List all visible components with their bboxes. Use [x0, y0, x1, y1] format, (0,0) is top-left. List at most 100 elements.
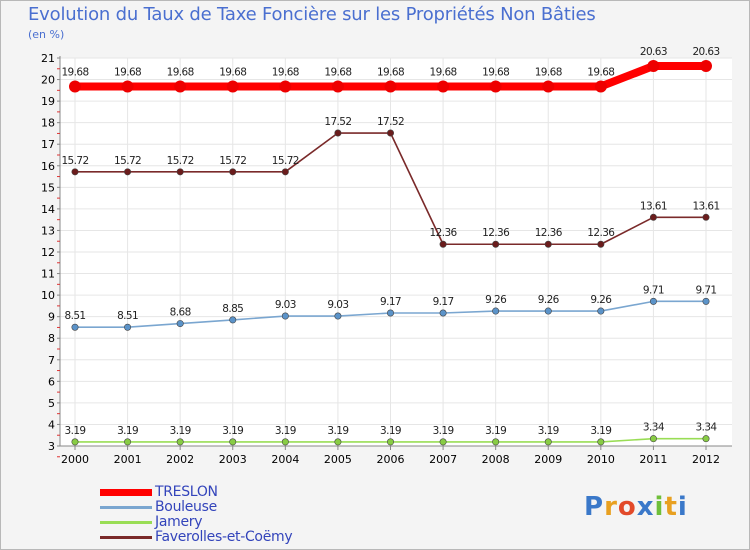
logo-letter: x — [636, 492, 655, 522]
legend-swatch — [100, 521, 152, 524]
data-point — [649, 213, 657, 221]
data-label: 12.36 — [482, 227, 510, 239]
data-label: 20.63 — [692, 46, 719, 58]
x-tick-label: 2011 — [639, 453, 667, 466]
y-tick-label: 17 — [41, 138, 55, 151]
y-axis-unit: (en %) — [28, 28, 65, 41]
data-label: 19.68 — [535, 66, 562, 78]
data-point — [702, 213, 710, 221]
data-label: 15.72 — [272, 155, 299, 167]
data-label: 19.68 — [167, 66, 194, 78]
data-label: 12.36 — [535, 227, 563, 239]
data-point — [492, 438, 500, 446]
data-point — [384, 80, 397, 93]
y-tick-label: 9 — [48, 311, 55, 324]
data-label: 8.85 — [222, 303, 243, 315]
data-point — [334, 312, 342, 320]
y-tick-label: 11 — [41, 268, 55, 281]
data-label: 9.17 — [433, 296, 454, 308]
data-point — [386, 129, 394, 137]
data-label: 19.68 — [61, 66, 88, 78]
data-point — [71, 323, 79, 331]
data-point — [439, 240, 447, 248]
data-point — [176, 320, 184, 328]
data-label: 3.19 — [538, 425, 559, 437]
x-tick-label: 2002 — [166, 453, 194, 466]
data-point — [702, 297, 710, 305]
data-point — [226, 80, 239, 93]
y-tick-label: 8 — [48, 332, 55, 345]
y-tick-label: 20 — [41, 74, 55, 87]
x-tick-label: 2006 — [377, 453, 405, 466]
data-label: 3.19 — [117, 425, 138, 437]
data-label: 3.19 — [65, 425, 86, 437]
x-tick-label: 2012 — [692, 453, 720, 466]
data-point — [594, 80, 607, 93]
legend-swatch — [100, 489, 152, 496]
logo-letter: t — [664, 492, 678, 522]
data-label: 9.03 — [327, 299, 348, 311]
data-label: 9.17 — [380, 296, 401, 308]
x-tick-label: 2003 — [219, 453, 247, 466]
data-label: 3.19 — [380, 425, 401, 437]
data-label: 3.19 — [485, 425, 506, 437]
data-label: 9.03 — [275, 299, 296, 311]
data-label: 19.68 — [587, 66, 614, 78]
data-point — [649, 435, 657, 443]
data-label: 17.52 — [324, 116, 351, 128]
data-point — [281, 312, 289, 320]
y-tick-label: 18 — [41, 117, 55, 130]
data-point — [331, 80, 344, 93]
proxiti-logo[interactable]: Proxiti — [584, 492, 688, 522]
data-point — [121, 80, 134, 93]
data-point — [647, 59, 660, 72]
x-tick-label: 2004 — [271, 453, 299, 466]
data-point — [281, 438, 289, 446]
y-tick-label: 12 — [41, 246, 55, 259]
data-label: 15.72 — [61, 155, 88, 167]
chart-title: Evolution du Taux de Taxe Foncière sur l… — [28, 4, 596, 25]
y-tick-label: 19 — [41, 95, 55, 108]
data-label: 3.34 — [696, 422, 718, 434]
data-point — [69, 80, 81, 93]
legend-swatch — [100, 536, 152, 539]
data-point — [124, 438, 132, 446]
data-label: 3.19 — [222, 425, 243, 437]
y-tick-label: 3 — [48, 440, 55, 453]
data-label: 12.36 — [587, 227, 615, 239]
data-label: 9.26 — [590, 294, 612, 306]
data-label: 9.26 — [538, 294, 560, 306]
data-label: 19.68 — [324, 66, 351, 78]
data-point — [386, 309, 394, 317]
data-label: 19.68 — [272, 66, 299, 78]
y-tick-label: 21 — [41, 52, 55, 65]
data-label: 3.19 — [170, 425, 191, 437]
data-point — [124, 168, 132, 176]
data-label: 19.68 — [430, 66, 457, 78]
data-point — [439, 309, 447, 317]
data-point — [437, 80, 450, 93]
x-tick-label: 2000 — [61, 453, 89, 466]
x-tick-label: 2007 — [429, 453, 457, 466]
data-label: 3.19 — [590, 425, 611, 437]
data-point — [544, 307, 552, 315]
logo-letter: i — [654, 492, 665, 522]
data-point — [492, 307, 500, 315]
legend-label: Bouleuse — [155, 499, 217, 515]
y-tick-label: 16 — [41, 160, 55, 173]
y-tick-label: 4 — [48, 418, 55, 431]
data-point — [71, 438, 79, 446]
data-point — [124, 323, 132, 331]
logo-letter: P — [584, 492, 605, 522]
data-label: 15.72 — [219, 155, 246, 167]
y-tick-label: 15 — [41, 181, 55, 194]
logo-letter: r — [604, 492, 618, 522]
data-point — [492, 240, 500, 248]
data-point — [542, 80, 555, 93]
data-point — [174, 80, 187, 93]
data-point — [597, 240, 605, 248]
y-tick-label: 14 — [41, 203, 55, 216]
x-tick-label: 2008 — [482, 453, 510, 466]
data-point — [279, 80, 292, 93]
